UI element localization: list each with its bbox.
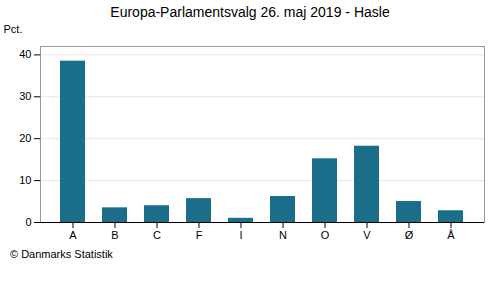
svg-text:A: A	[69, 229, 77, 241]
svg-text:V: V	[363, 229, 371, 241]
svg-text:10: 10	[19, 174, 31, 186]
html-text:Europa-Parlamentsvalg 26. maj: Europa-Parlamentsvalg 26. maj 2019 - Has…	[110, 4, 390, 20]
svg-text:Ø: Ø	[405, 229, 414, 241]
svg-text:Pct.: Pct.	[4, 23, 23, 35]
html-text:© Danmarks Statistik: © Danmarks Statistik	[10, 248, 113, 260]
svg-text:N: N	[279, 229, 287, 241]
svg-text:Å: Å	[447, 229, 455, 241]
svg-text:40: 40	[19, 48, 31, 60]
svg-text:C: C	[153, 229, 161, 241]
svg-text:I: I	[239, 229, 242, 241]
svg-text:30: 30	[19, 90, 31, 102]
svg-text:F: F	[196, 229, 203, 241]
svg-text:B: B	[111, 229, 118, 241]
svg-text:20: 20	[19, 132, 31, 144]
svg-text:0: 0	[25, 216, 31, 228]
svg-text:O: O	[321, 229, 330, 241]
